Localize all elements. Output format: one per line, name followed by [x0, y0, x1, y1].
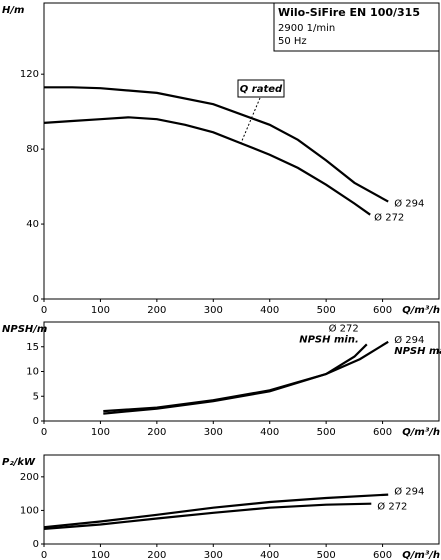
x-tick-label: 400: [260, 305, 279, 316]
plot-frame: [43, 2, 440, 300]
curve: [43, 493, 389, 529]
subtitle: 2900 1/min: [278, 23, 335, 34]
y-tick-label: 5: [33, 391, 39, 402]
y-tick-label: 0: [33, 294, 39, 305]
curve: [43, 116, 371, 216]
y-tick-label: 40: [26, 219, 39, 230]
series-label: Ø 294: [394, 334, 424, 346]
curve: [103, 340, 389, 413]
chart-title: Wilo-SiFire EN 100/315: [278, 6, 420, 19]
y-tick-label: 200: [20, 472, 39, 483]
plot-frame: [43, 321, 440, 422]
x-tick-label: 0: [41, 550, 47, 560]
series-label: Ø 294: [394, 198, 424, 210]
x-tick-label: 500: [317, 427, 336, 438]
y-axis-label: H/m: [2, 5, 24, 16]
series-label: Ø 294: [394, 486, 424, 498]
y-tick-label: 10: [26, 367, 39, 378]
x-tick-label: 400: [260, 550, 279, 560]
x-tick-label: 200: [147, 550, 166, 560]
x-tick-label: 100: [91, 305, 110, 316]
x-tick-label: 600: [373, 305, 392, 316]
y-axis-label: NPSH/m: [2, 324, 47, 335]
series-note: NPSH min.: [299, 334, 359, 345]
y-tick-label: 0: [33, 539, 39, 550]
curve: [103, 343, 368, 415]
annotation-box: [237, 79, 285, 98]
curve: [44, 86, 389, 203]
x-tick-label: 300: [204, 550, 223, 560]
x-tick-label: 200: [147, 427, 166, 438]
x-tick-label: 300: [204, 305, 223, 316]
x-tick-label: 100: [91, 550, 110, 560]
x-tick-label: 200: [147, 305, 166, 316]
x-tick-label: 500: [317, 305, 336, 316]
plot-frame: [43, 454, 440, 545]
y-tick-label: 80: [26, 144, 39, 155]
y-tick-label: 0: [33, 416, 39, 427]
header-box: [273, 2, 440, 52]
y-axis-label: P₂/kW: [2, 457, 36, 468]
y-tick-label: 15: [26, 342, 39, 353]
x-tick-label: 600: [373, 427, 392, 438]
x-tick-label: 100: [91, 427, 110, 438]
x-tick-label: 0: [41, 305, 47, 316]
x-tick-label: 0: [41, 427, 47, 438]
series-label: Ø 272: [374, 212, 404, 224]
x-axis-label: Q/m³/h: [402, 427, 440, 438]
x-tick-label: 400: [260, 427, 279, 438]
x-tick-label: 600: [373, 550, 392, 560]
y-tick-label: 100: [20, 505, 39, 516]
x-tick-label: 300: [204, 427, 223, 438]
x-axis-label: Q/m³/h: [402, 305, 440, 316]
series-label: Ø 272: [377, 501, 407, 513]
series-note: NPSH max.: [394, 346, 441, 357]
x-tick-label: 500: [317, 550, 336, 560]
annotation-leader: [240, 97, 261, 144]
x-axis-label: Q/m³/h: [402, 550, 440, 560]
series-label: Ø 272: [329, 322, 359, 334]
subtitle: 50 Hz: [278, 36, 307, 47]
annotation: Q rated: [240, 84, 283, 95]
y-tick-label: 120: [20, 69, 39, 80]
curve: [43, 502, 372, 530]
